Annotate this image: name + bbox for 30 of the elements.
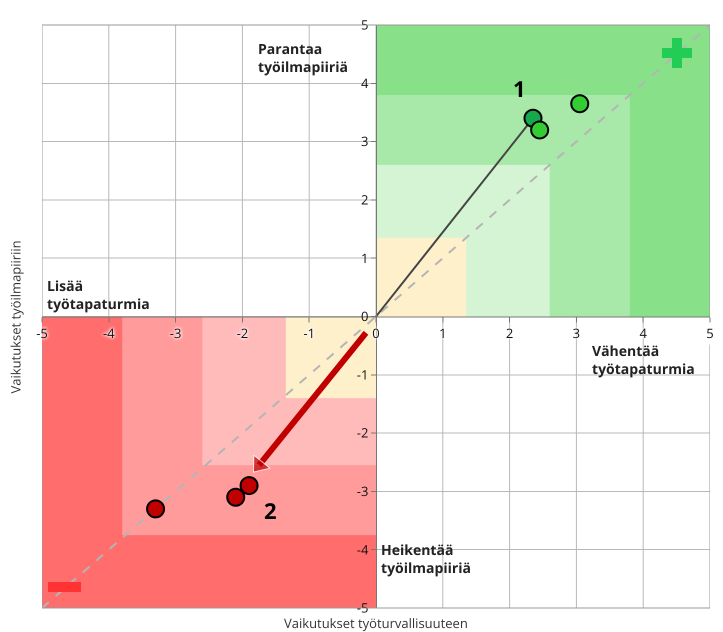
x-tick-label: 5 — [706, 324, 714, 342]
y-tick-label: 4 — [360, 74, 369, 92]
y-tick-label: -3 — [356, 482, 368, 500]
x-tick-label: 4 — [639, 324, 648, 342]
point — [146, 499, 166, 518]
x-tick-label: 3 — [572, 324, 580, 342]
y-tick-label: -4 — [356, 540, 369, 558]
annotation: Vähentää työtapaturmia — [592, 342, 695, 380]
x-tick-label: -2 — [236, 324, 248, 342]
y-tick-label: -1 — [356, 365, 368, 384]
point — [240, 476, 259, 496]
annotation: Heikentää työilmapiiriä — [381, 541, 471, 578]
x-tick-label: -4 — [102, 324, 116, 342]
point — [530, 120, 550, 140]
x-tick-label: 2 — [506, 324, 514, 342]
y-axis-title: Vaikutukset työilmapiiriin — [6, 240, 24, 394]
point — [226, 488, 246, 507]
x-tick-label: -1 — [303, 324, 316, 342]
annotation: 1 — [513, 74, 526, 104]
y-tick-label: 1 — [360, 248, 368, 267]
x-tick-label: 1 — [439, 324, 447, 342]
annotation: Lisää työtapaturmia — [47, 277, 150, 314]
point — [570, 94, 590, 114]
annotation: 2 — [264, 496, 277, 526]
annotation: Parantaa työilmapiiriä — [258, 40, 348, 78]
y-tick-label: 3 — [360, 132, 368, 150]
x-tick-label: -3 — [170, 324, 182, 342]
y-tick-label: -2 — [356, 424, 368, 442]
y-tick-label: 2 — [360, 190, 368, 208]
x-axis-title: Vaikutukset työturvallisuuteen — [284, 614, 468, 632]
